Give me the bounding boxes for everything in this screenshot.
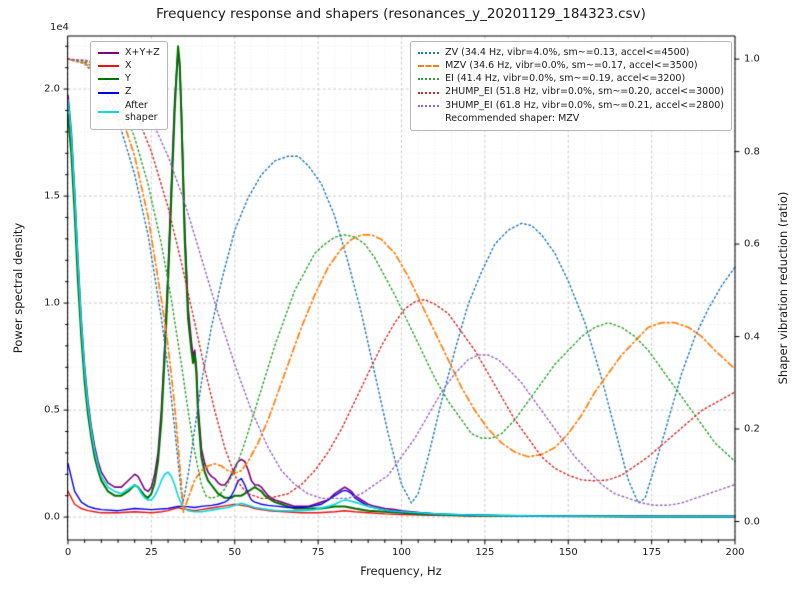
shaper-calibration-figure: Frequency response and shapers (resonanc… xyxy=(0,0,800,600)
chart-canvas xyxy=(0,0,800,600)
